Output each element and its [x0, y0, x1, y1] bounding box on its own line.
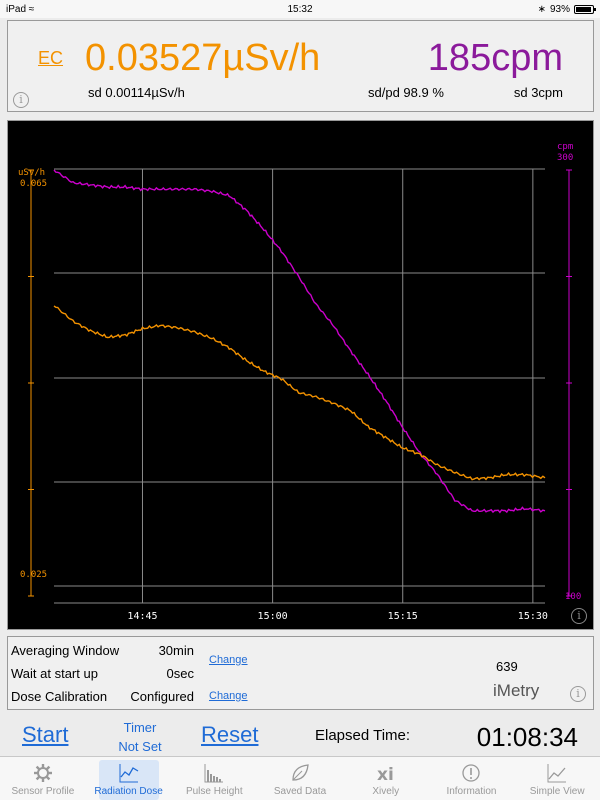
bluetooth-icon: ∗	[537, 3, 546, 15]
line-chart-icon	[119, 764, 138, 783]
left-axis-unit: uSv/h	[18, 168, 45, 178]
readout-info-icon[interactable]: i	[13, 92, 29, 108]
wait-startup-label: Wait at start up	[11, 666, 98, 681]
elapsed-time-value: 01:08:34	[476, 722, 578, 752]
chart-canvas: 14:45 15:00 15:15 15:30 uSv/h0.065 0.025 cpm30…	[18, 142, 581, 622]
device-name: iPad ≈	[6, 3, 35, 15]
tab-bar: Sensor Profile Radiation Dose Pulse Heig…	[0, 756, 600, 800]
control-bar: Start Timer Not Set Reset Elapsed Time: …	[0, 712, 600, 756]
right-axis-max-label: 300	[557, 153, 573, 163]
tab-radiation-dose[interactable]: Radiation Dose	[86, 757, 172, 800]
battery-percent: 93%	[549, 3, 570, 15]
readout-panel: EC 0.03527µSv/h 185cpm sd 0.00114µSv/h s…	[7, 20, 594, 112]
svg-text:xi: xi	[377, 765, 394, 784]
xively-icon: xi	[377, 765, 394, 784]
wait-startup-value: 0sec	[166, 666, 194, 681]
pulse-counter: 639	[496, 659, 518, 674]
averaging-window-label: Averaging Window	[11, 643, 120, 658]
tab-sensor-profile[interactable]: Sensor Profile	[0, 757, 86, 800]
tab-simple-view[interactable]: Simple View	[514, 757, 600, 800]
battery-icon	[574, 4, 596, 14]
status-bar: iPad ≈ 15:32 ∗ 93%	[0, 0, 600, 18]
sd-pd-ratio: sd/pd 98.9 %	[368, 85, 444, 100]
x-tick-label: 15:30	[518, 611, 548, 622]
ec-link[interactable]: EC	[38, 48, 64, 68]
settings-info-icon[interactable]: i	[570, 686, 586, 702]
start-button[interactable]: Start	[22, 722, 69, 747]
change-calibration-link[interactable]: Change	[209, 690, 248, 702]
dose-calibration-value: Configured	[130, 689, 194, 704]
histogram-icon	[204, 764, 224, 783]
wifi-icon: ≈	[28, 3, 35, 15]
left-axis-max-label: 0.065	[20, 179, 47, 189]
x-tick-label: 15:15	[388, 611, 418, 622]
right-axis-unit: cpm	[557, 142, 573, 152]
timer-status: Not Set	[118, 739, 162, 754]
brand-logo: iMetry	[493, 681, 540, 700]
x-tick-label: 15:00	[258, 611, 288, 622]
averaging-window-value: 30min	[158, 643, 194, 658]
clock: 15:32	[287, 3, 313, 15]
right-axis-min-label: 100	[565, 592, 581, 602]
chart-info-icon[interactable]: i	[571, 608, 587, 624]
change-averaging-link[interactable]: Change	[209, 654, 248, 666]
dose-std-dev: sd 0.00114µSv/h	[88, 85, 185, 100]
count-rate-value: 185cpm	[427, 37, 563, 79]
tab-saved-data[interactable]: Saved Data	[257, 757, 343, 800]
reset-button[interactable]: Reset	[201, 722, 259, 747]
gear-icon	[33, 764, 52, 782]
cpm-std-dev: sd 3cpm	[513, 85, 563, 100]
dose-rate-value: 0.03527µSv/h	[85, 37, 321, 79]
radiation-chart: 14:45 15:00 15:15 15:30 uSv/h 0.065 0.025 cpm 30…	[7, 120, 594, 630]
left-axis-min-label: 0.025	[20, 570, 47, 580]
battery-status: ∗ 93%	[537, 3, 596, 15]
elapsed-time-label: Elapsed Time:	[315, 727, 411, 744]
tab-pulse-height[interactable]: Pulse Height	[171, 757, 257, 800]
timer-label: Timer	[123, 720, 157, 735]
leaf-icon	[292, 764, 309, 781]
timer-button[interactable]: Timer Not Set	[110, 718, 170, 756]
x-tick-label: 14:45	[127, 611, 157, 622]
simple-chart-icon	[547, 764, 567, 783]
dose-rate-series-line	[53, 305, 546, 481]
tab-information[interactable]: Information	[429, 757, 515, 800]
tab-xively[interactable]: xi Xively	[343, 757, 429, 800]
info-icon	[462, 764, 481, 782]
settings-panel: Averaging Window 30min Change Wait at st…	[7, 636, 594, 710]
cpm-series-line	[53, 169, 546, 514]
dose-calibration-label: Dose Calibration	[11, 689, 108, 704]
